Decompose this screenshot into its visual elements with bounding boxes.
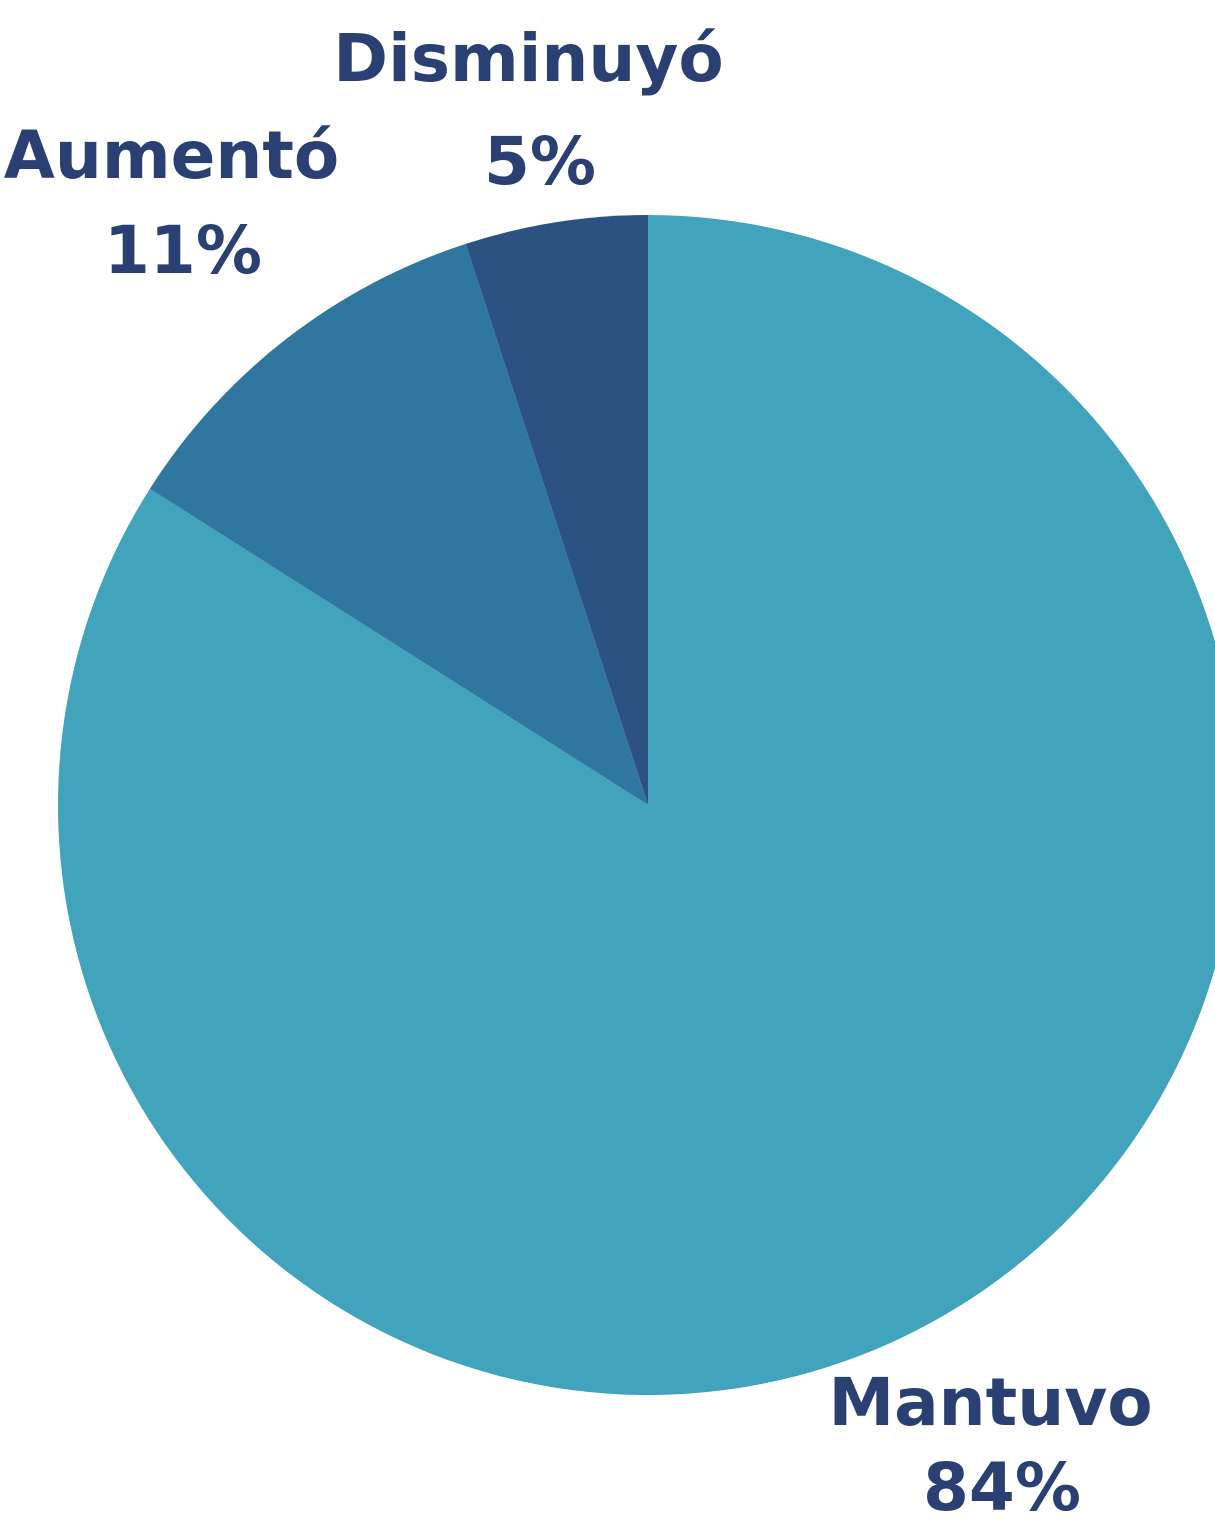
pie-slices: [58, 215, 1215, 1395]
slice-value-aumento: 11%: [104, 212, 262, 289]
slice-value-mantuvo: 84%: [923, 1449, 1081, 1520]
slice-value-disminuyo: 5%: [484, 123, 596, 200]
slice-label-disminuyo: Disminuyó 5%: [333, 20, 746, 200]
slice-label-aumento: Aumentó 11%: [4, 117, 362, 289]
slice-name-aumento: Aumentó: [4, 117, 339, 194]
slice-label-mantuvo: Mantuvo 84%: [828, 1364, 1175, 1520]
pie-slice-aumento: [149, 243, 648, 805]
pie-slice-mantuvo: [58, 215, 1215, 1395]
slice-name-disminuyo: Disminuyó: [333, 20, 723, 97]
pie-slice-disminuyo: [465, 215, 648, 805]
slice-name-mantuvo: Mantuvo: [828, 1364, 1152, 1441]
